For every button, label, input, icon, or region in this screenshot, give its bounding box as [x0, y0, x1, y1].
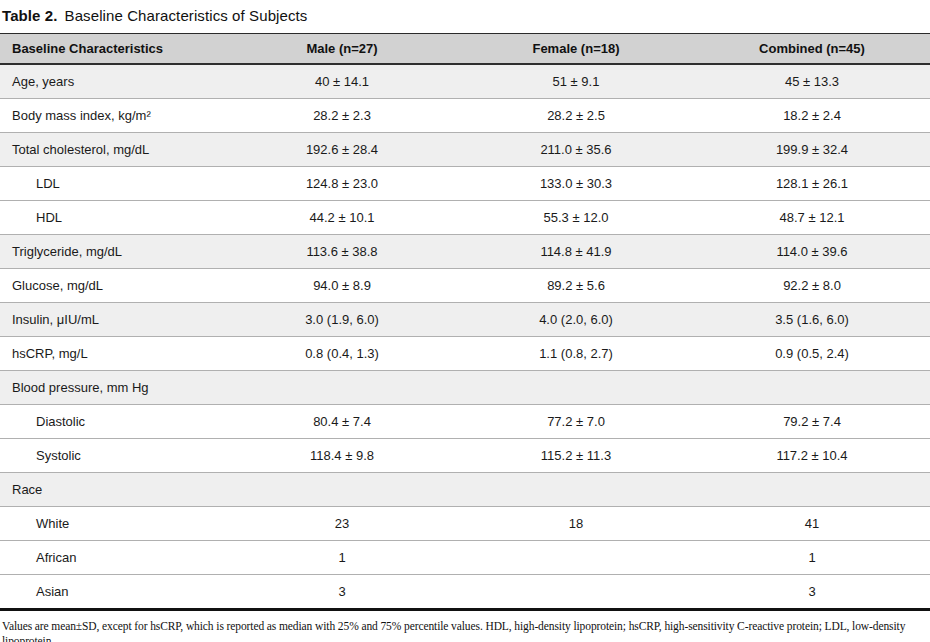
cell-value: 3.0 (1.9, 6.0) — [226, 303, 458, 337]
table-row-hscrp: hsCRP, mg/L 0.8 (0.4, 1.3) 1.1 (0.8, 2.7… — [0, 337, 930, 371]
cell-value: 113.6 ± 38.8 — [226, 235, 458, 269]
cell-value: 40 ± 14.1 — [226, 64, 458, 99]
cell-value: 89.2 ± 5.6 — [458, 269, 694, 303]
cell-value: 114.8 ± 41.9 — [458, 235, 694, 269]
cell-value: 28.2 ± 2.5 — [458, 99, 694, 133]
cell-value: 1 — [226, 541, 458, 575]
cell-value: 3 — [226, 575, 458, 610]
cell-value — [458, 575, 694, 610]
cell-value: 94.0 ± 8.9 — [226, 269, 458, 303]
column-header-combined: Combined (n=45) — [694, 34, 930, 65]
cell-value: 118.4 ± 9.8 — [226, 439, 458, 473]
row-label: Systolic — [0, 439, 226, 473]
table-footnote: Values are mean±SD, except for hsCRP, wh… — [0, 619, 930, 642]
row-label: hsCRP, mg/L — [0, 337, 226, 371]
cell-value: 51 ± 9.1 — [458, 64, 694, 99]
table-row-white: White 23 18 41 — [0, 507, 930, 541]
table-row-age: Age, years 40 ± 14.1 51 ± 9.1 45 ± 13.3 — [0, 64, 930, 99]
table-row-bmi: Body mass index, kg/m² 28.2 ± 2.3 28.2 ±… — [0, 99, 930, 133]
cell-value: 0.8 (0.4, 1.3) — [226, 337, 458, 371]
cell-value: 55.3 ± 12.0 — [458, 201, 694, 235]
row-label: LDL — [0, 167, 226, 201]
cell-value: 114.0 ± 39.6 — [694, 235, 930, 269]
table-row-blood-pressure: Blood pressure, mm Hg — [0, 371, 930, 405]
cell-value: 117.2 ± 10.4 — [694, 439, 930, 473]
cell-value: 211.0 ± 35.6 — [458, 133, 694, 167]
row-label: African — [0, 541, 226, 575]
table-row-african: African 1 1 — [0, 541, 930, 575]
cell-value: 44.2 ± 10.1 — [226, 201, 458, 235]
cell-value: 18.2 ± 2.4 — [694, 99, 930, 133]
table-number: Table 2. — [2, 7, 58, 24]
cell-value: 79.2 ± 7.4 — [694, 405, 930, 439]
cell-value: 199.9 ± 32.4 — [694, 133, 930, 167]
cell-value — [694, 371, 930, 405]
table-caption: Baseline Characteristics of Subjects — [65, 7, 308, 24]
table-row-systolic: Systolic 118.4 ± 9.8 115.2 ± 11.3 117.2 … — [0, 439, 930, 473]
cell-value: 115.2 ± 11.3 — [458, 439, 694, 473]
cell-value — [458, 541, 694, 575]
table-row-triglyceride: Triglyceride, mg/dL 113.6 ± 38.8 114.8 ±… — [0, 235, 930, 269]
cell-value: 18 — [458, 507, 694, 541]
cell-value: 80.4 ± 7.4 — [226, 405, 458, 439]
header-row: Baseline Characteristics Male (n=27) Fem… — [0, 34, 930, 65]
row-label: Asian — [0, 575, 226, 610]
row-label: Insulin, μIU/mL — [0, 303, 226, 337]
cell-value: 128.1 ± 26.1 — [694, 167, 930, 201]
cell-value: 45 ± 13.3 — [694, 64, 930, 99]
table-row-ldl: LDL 124.8 ± 23.0 133.0 ± 30.3 128.1 ± 26… — [0, 167, 930, 201]
page: Table 2. Baseline Characteristics of Subj… — [0, 0, 930, 642]
cell-value — [694, 473, 930, 507]
table-row-diastolic: Diastolic 80.4 ± 7.4 77.2 ± 7.0 79.2 ± 7… — [0, 405, 930, 439]
row-label: Body mass index, kg/m² — [0, 99, 226, 133]
cell-value: 0.9 (0.5, 2.4) — [694, 337, 930, 371]
cell-value: 23 — [226, 507, 458, 541]
table-row-total-cholesterol: Total cholesterol, mg/dL 192.6 ± 28.4 21… — [0, 133, 930, 167]
cell-value: 1.1 (0.8, 2.7) — [458, 337, 694, 371]
table-row-glucose: Glucose, mg/dL 94.0 ± 8.9 89.2 ± 5.6 92.… — [0, 269, 930, 303]
table-row-race: Race — [0, 473, 930, 507]
column-header-female: Female (n=18) — [458, 34, 694, 65]
row-label: HDL — [0, 201, 226, 235]
column-header-male: Male (n=27) — [226, 34, 458, 65]
baseline-characteristics-table: Baseline Characteristics Male (n=27) Fem… — [0, 33, 930, 611]
cell-value: 28.2 ± 2.3 — [226, 99, 458, 133]
table-row-hdl: HDL 44.2 ± 10.1 55.3 ± 12.0 48.7 ± 12.1 — [0, 201, 930, 235]
row-label: Diastolic — [0, 405, 226, 439]
cell-value: 48.7 ± 12.1 — [694, 201, 930, 235]
row-label: Glucose, mg/dL — [0, 269, 226, 303]
cell-value — [458, 473, 694, 507]
cell-value: 3 — [694, 575, 930, 610]
row-label: White — [0, 507, 226, 541]
column-header-characteristics: Baseline Characteristics — [0, 34, 226, 65]
row-label: Total cholesterol, mg/dL — [0, 133, 226, 167]
row-label: Age, years — [0, 64, 226, 99]
row-label: Blood pressure, mm Hg — [0, 371, 226, 405]
cell-value: 3.5 (1.6, 6.0) — [694, 303, 930, 337]
row-label: Triglyceride, mg/dL — [0, 235, 226, 269]
cell-value: 133.0 ± 30.3 — [458, 167, 694, 201]
cell-value: 124.8 ± 23.0 — [226, 167, 458, 201]
table-title: Table 2. Baseline Characteristics of Subj… — [0, 0, 930, 26]
cell-value: 1 — [694, 541, 930, 575]
cell-value — [226, 371, 458, 405]
cell-value: 92.2 ± 8.0 — [694, 269, 930, 303]
cell-value: 41 — [694, 507, 930, 541]
cell-value: 4.0 (2.0, 6.0) — [458, 303, 694, 337]
table-row-asian: Asian 3 3 — [0, 575, 930, 610]
cell-value: 77.2 ± 7.0 — [458, 405, 694, 439]
cell-value — [458, 371, 694, 405]
cell-value: 192.6 ± 28.4 — [226, 133, 458, 167]
table-row-insulin: Insulin, μIU/mL 3.0 (1.9, 6.0) 4.0 (2.0,… — [0, 303, 930, 337]
cell-value — [226, 473, 458, 507]
row-label: Race — [0, 473, 226, 507]
